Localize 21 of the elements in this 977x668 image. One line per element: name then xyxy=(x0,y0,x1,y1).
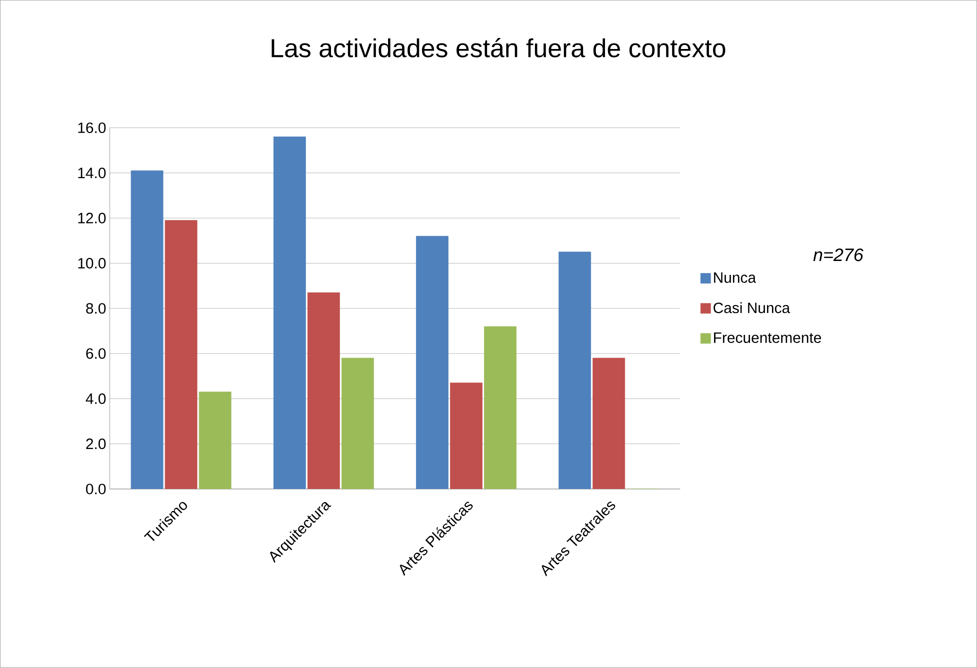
y-tick-label: 4.0 xyxy=(86,393,106,404)
y-tick-label: 10.0 xyxy=(78,258,106,269)
y-tick-label: 6.0 xyxy=(86,348,106,359)
bar xyxy=(130,170,164,490)
bar xyxy=(341,358,374,490)
y-tick-label: 0.0 xyxy=(86,484,106,494)
legend-label: Nunca xyxy=(714,272,756,283)
y-tick-label: 12.0 xyxy=(78,212,106,224)
y-tick-label: 14.0 xyxy=(78,168,106,178)
y-tick-label: 2.0 xyxy=(86,438,106,450)
legend-label: Frecuentemente xyxy=(714,332,822,344)
y-tick-label: 8.0 xyxy=(86,303,106,314)
bar xyxy=(484,326,516,490)
bar xyxy=(416,236,448,490)
bar xyxy=(273,136,306,490)
text: n=276 xyxy=(813,248,864,262)
chart-title: Las actividades están fuera de contexto xyxy=(272,38,726,58)
y-tick-label: 16.0 xyxy=(78,122,106,134)
bar xyxy=(558,252,592,490)
legend-label: Casi Nunca xyxy=(714,302,790,314)
bar xyxy=(198,392,232,490)
